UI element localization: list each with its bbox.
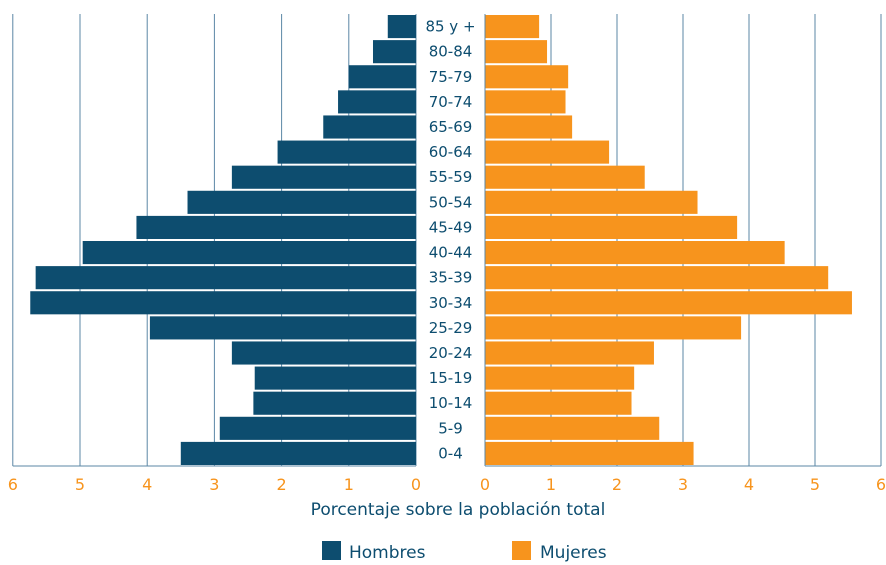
bar-mujeres-25-29 [485, 316, 742, 340]
bar-mujeres-65-69 [485, 115, 573, 139]
age-label: 70-74 [429, 93, 473, 111]
bar-hombres-40-44 [82, 241, 417, 265]
age-label: 15-19 [429, 369, 473, 387]
bar-mujeres-5-9 [485, 416, 660, 440]
x-axis-label: Porcentaje sobre la población total [311, 500, 606, 520]
bar-hombres-5-9 [219, 416, 416, 440]
age-label: 25-29 [429, 319, 473, 337]
bar-hombres-0-4 [180, 441, 416, 465]
bar-hombres-35-39 [35, 266, 416, 290]
age-label: 55-59 [429, 168, 473, 186]
bar-mujeres-15-19 [485, 366, 635, 390]
legend-label-hombres: Hombres [349, 543, 426, 563]
bar-hombres-50-54 [187, 190, 416, 214]
age-label: 50-54 [429, 193, 473, 211]
bar-mujeres-20-24 [485, 341, 654, 365]
age-label: 40-44 [429, 244, 473, 262]
bar-hombres-55-59 [231, 165, 416, 189]
tick-label-left: 2 [277, 475, 287, 494]
age-label: 35-39 [429, 269, 473, 287]
age-label: 5-9 [438, 419, 463, 437]
tick-label-left: 6 [8, 475, 18, 494]
bar-mujeres-10-14 [485, 391, 632, 415]
bar-mujeres-45-49 [485, 215, 738, 239]
bar-hombres-60-64 [277, 140, 416, 164]
age-label: 30-34 [429, 294, 473, 312]
tick-label-left: 0 [411, 475, 421, 494]
age-label: 75-79 [429, 68, 473, 86]
bar-hombres-10-14 [253, 391, 416, 415]
age-label: 20-24 [429, 344, 473, 362]
bar-hombres-75-79 [348, 65, 416, 89]
bar-hombres-70-74 [338, 90, 416, 114]
age-label: 65-69 [429, 118, 473, 136]
age-label: 0-4 [438, 444, 463, 462]
bar-hombres-30-34 [30, 291, 416, 315]
tick-label-right: 0 [480, 475, 490, 494]
age-label: 80-84 [429, 43, 473, 61]
bar-hombres-45-49 [136, 215, 416, 239]
bar-mujeres-30-34 [485, 291, 852, 315]
tick-label-right: 6 [876, 475, 886, 494]
bar-hombres-80-84 [372, 40, 416, 64]
bar-mujeres-80-84 [485, 40, 548, 64]
age-label: 60-64 [429, 143, 473, 161]
tick-label-right: 1 [546, 475, 556, 494]
tick-label-right: 5 [810, 475, 820, 494]
age-label: 10-14 [429, 394, 473, 412]
bar-mujeres-85 y + [485, 15, 540, 39]
bar-hombres-25-29 [149, 316, 416, 340]
bar-mujeres-60-64 [485, 140, 610, 164]
tick-label-right: 3 [678, 475, 688, 494]
legend-swatch-mujeres [512, 541, 531, 560]
age-label: 85 y + [425, 18, 475, 36]
bar-mujeres-50-54 [485, 190, 698, 214]
bar-hombres-15-19 [254, 366, 416, 390]
bar-mujeres-40-44 [485, 241, 785, 265]
tick-label-left: 1 [344, 475, 354, 494]
legend-label-mujeres: Mujeres [540, 543, 607, 563]
tick-label-left: 5 [75, 475, 85, 494]
bar-mujeres-70-74 [485, 90, 566, 114]
tick-label-left: 3 [209, 475, 219, 494]
tick-label-right: 2 [612, 475, 622, 494]
bar-mujeres-35-39 [485, 266, 829, 290]
age-label: 45-49 [429, 218, 473, 236]
tick-label-left: 4 [142, 475, 152, 494]
bar-mujeres-75-79 [485, 65, 569, 89]
bar-hombres-20-24 [231, 341, 416, 365]
bar-mujeres-0-4 [485, 441, 694, 465]
bar-mujeres-55-59 [485, 165, 645, 189]
bar-hombres-65-69 [323, 115, 416, 139]
legend-swatch-hombres [322, 541, 341, 560]
bar-hombres-85 y + [387, 15, 416, 39]
tick-label-right: 4 [744, 475, 754, 494]
